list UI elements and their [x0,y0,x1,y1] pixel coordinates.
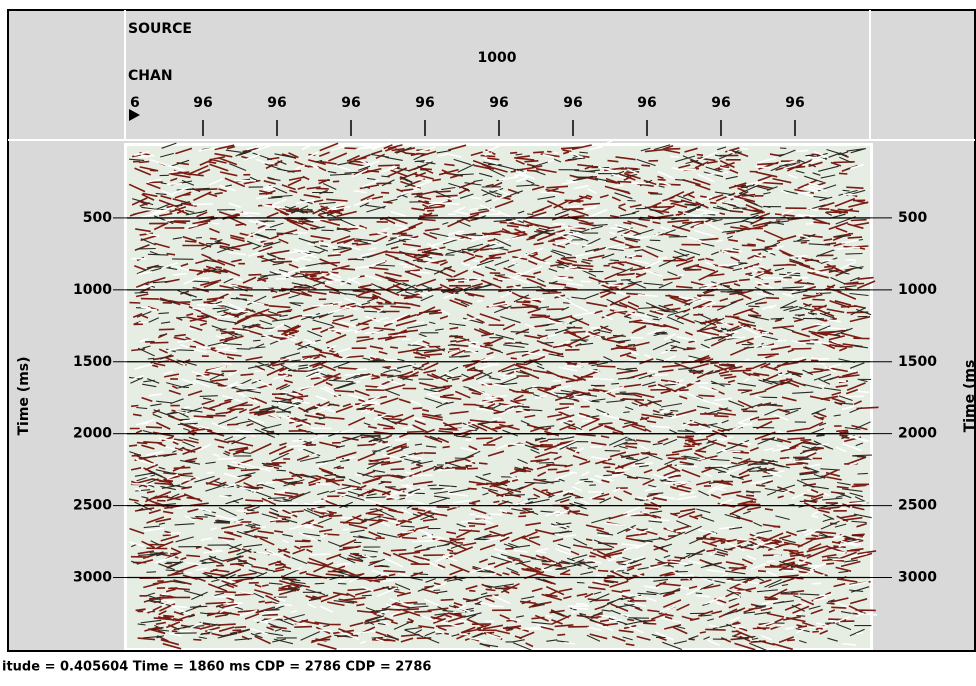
channel-label: 96 [711,95,730,111]
y-tick-label: 2000 [73,426,112,442]
seismic-image [127,138,879,653]
y-tick-label-right: 2000 [898,426,937,442]
y-tick-label-right: 3000 [898,570,937,586]
y-tick-label: 3000 [73,570,112,586]
channel-label: 96 [267,95,286,111]
channel-label: 96 [785,95,804,111]
y-tick-label: 500 [83,210,112,226]
status-bar [0,652,976,684]
channel-label: 96 [637,95,656,111]
y-tick-label: 2500 [73,498,112,514]
texture [128,142,879,651]
channel-label: 96 [489,95,508,111]
y-tick-label-right: 2500 [898,498,937,514]
channel-label: 96 [563,95,582,111]
y-axis-title: Time (ms) [16,356,32,435]
source-label: SOURCE [128,21,192,37]
source-value: 1000 [478,50,517,66]
y-tick-label: 1000 [73,282,112,298]
y-tick-label-right: 500 [898,210,927,226]
channel-label: 6 [130,95,140,111]
chan-label: CHAN [128,68,173,84]
cursor-arrow [129,109,140,121]
y-tick-label: 1500 [73,354,112,370]
y-axis-title-right: Time (ms [962,360,976,433]
y-tick-label-right: 1500 [898,354,937,370]
y-tick-label-right: 1000 [898,282,937,298]
channel-label: 96 [341,95,360,111]
status-text: itude = 0.405604 Time = 1860 ms CDP = 27… [2,660,431,675]
channel-label: 96 [415,95,434,111]
channel-label: 96 [193,95,212,111]
